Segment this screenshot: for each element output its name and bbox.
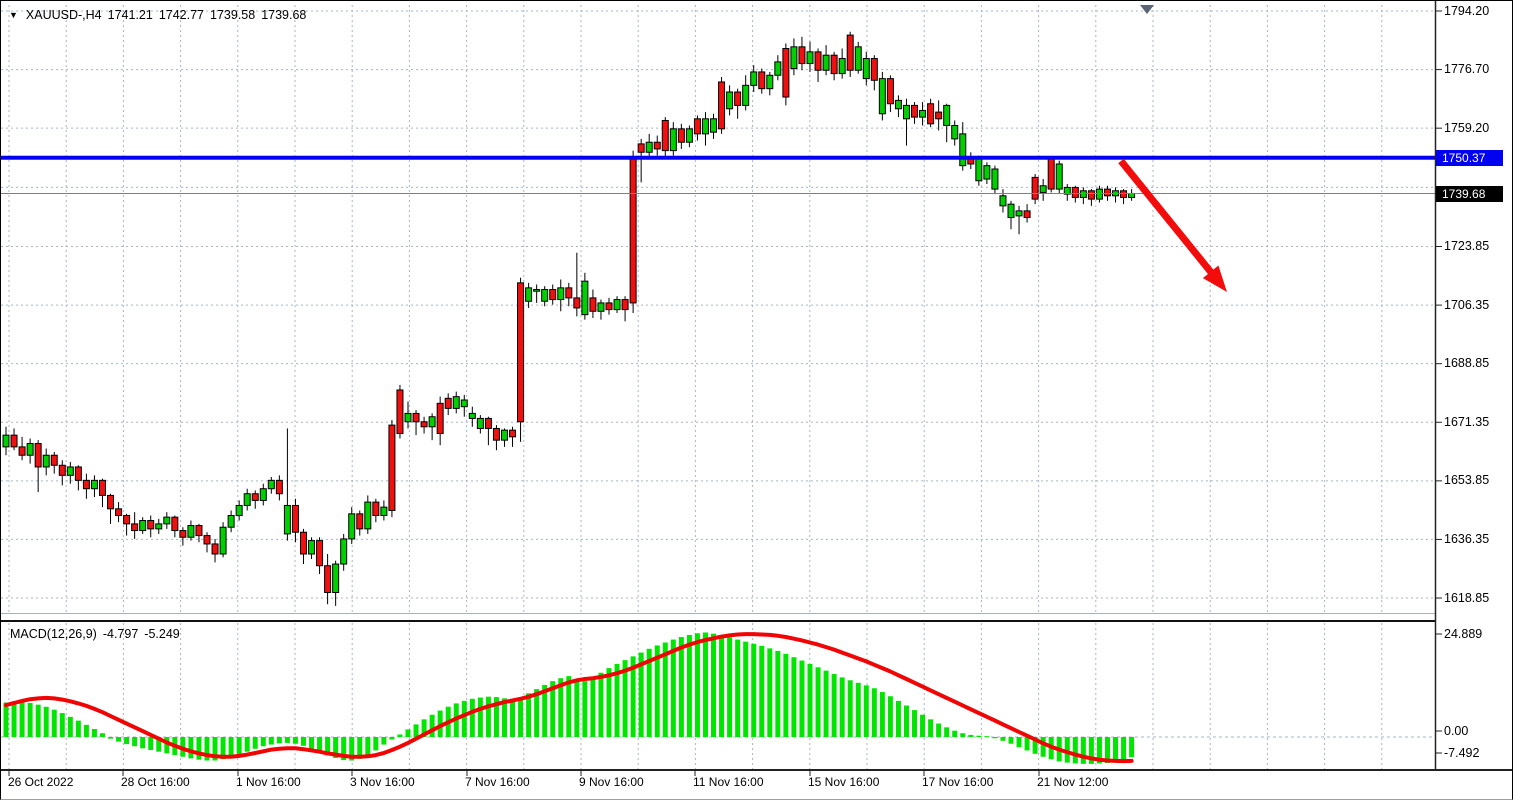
- macd-scale-max-label: 24.889: [1444, 627, 1483, 641]
- level-price-badge: 1750.37: [1436, 150, 1503, 166]
- time-tick-label: 3 Nov 16:00: [350, 775, 415, 789]
- macd-scale-zero-label: 0.00: [1444, 724, 1469, 738]
- time-tick-label: 26 Oct 2022: [8, 775, 74, 789]
- ohlc-high: 1742.77: [158, 8, 205, 22]
- time-tick-label: 1 Nov 16:00: [236, 775, 301, 789]
- price-tick-label: 1688.85: [1444, 356, 1490, 370]
- price-tick-label: 1794.20: [1444, 4, 1490, 18]
- time-tick-label: 9 Nov 16:00: [579, 775, 644, 789]
- price-tick-label: 1618.85: [1444, 591, 1490, 605]
- price-tick-label: 1636.35: [1444, 532, 1490, 546]
- price-tick-label: 1653.85: [1444, 473, 1490, 487]
- symbol-timeframe-label: XAUUSD-,H4: [25, 8, 102, 22]
- time-tick-label: 11 Nov 16:00: [693, 775, 764, 789]
- macd-indicator-label: MACD(12,26,9): [10, 627, 97, 641]
- price-tick-label: 1706.35: [1444, 298, 1490, 312]
- ohlc-close: 1739.68: [261, 8, 307, 22]
- time-tick-label: 28 Oct 16:00: [121, 775, 190, 789]
- time-tick-label: 15 Nov 16:00: [808, 775, 880, 789]
- price-tick-label: 1759.20: [1444, 121, 1490, 135]
- time-tick-label: 21 Nov 12:00: [1037, 775, 1109, 789]
- time-tick-label: 17 Nov 16:00: [922, 775, 994, 789]
- macd-value: -4.797: [102, 627, 139, 641]
- current-price-badge: 1739.68: [1436, 186, 1503, 202]
- macd-signal-value: -5.249: [144, 627, 180, 641]
- ohlc-low: 1739.58: [210, 8, 256, 22]
- time-tick-label: 7 Nov 16:00: [465, 775, 530, 789]
- price-tick-label: 1723.85: [1444, 239, 1490, 253]
- price-tick-label: 1776.70: [1444, 62, 1490, 76]
- symbol-dropdown-icon[interactable]: ▼: [9, 10, 18, 20]
- macd-panel-header: MACD(12,26,9) -4.797 -5.249: [10, 627, 180, 641]
- price-tick-label: 1671.35: [1444, 415, 1490, 429]
- ohlc-open: 1741.21: [107, 8, 153, 22]
- macd-scale-min-label: -7.492: [1444, 746, 1480, 760]
- chart-header: ▼ XAUUSD-,H4 1741.21 1742.77 1739.58 173…: [9, 8, 306, 22]
